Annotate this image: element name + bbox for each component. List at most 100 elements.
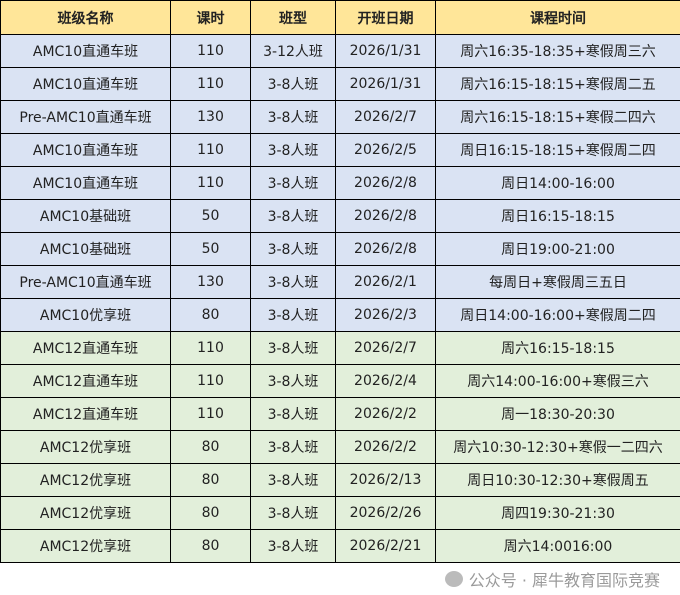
header-class-name: 班级名称 (1, 1, 171, 35)
cell-class-type: 3-12人班 (251, 35, 336, 68)
cell-class-type: 3-8人班 (251, 233, 336, 266)
wechat-icon (445, 571, 463, 587)
header-schedule: 课程时间 (436, 1, 680, 35)
cell-class-name: AMC12直通车班 (1, 398, 171, 431)
cell-class-name: AMC10优享班 (1, 299, 171, 332)
cell-class-type: 3-8人班 (251, 134, 336, 167)
cell-hours: 110 (171, 35, 251, 68)
watermark: 公众号 · 犀牛教育国际竞赛 (0, 563, 680, 595)
cell-schedule: 周四19:30-21:30 (436, 497, 680, 530)
cell-schedule: 周日19:00-21:00 (436, 233, 680, 266)
cell-class-type: 3-8人班 (251, 530, 336, 563)
cell-class-type: 3-8人班 (251, 299, 336, 332)
cell-start-date: 2026/2/3 (336, 299, 436, 332)
cell-hours: 80 (171, 431, 251, 464)
cell-class-type: 3-8人班 (251, 332, 336, 365)
cell-start-date: 2026/2/26 (336, 497, 436, 530)
cell-start-date: 2026/1/31 (336, 68, 436, 101)
cell-hours: 50 (171, 233, 251, 266)
cell-start-date: 2026/2/2 (336, 398, 436, 431)
cell-start-date: 2026/2/13 (336, 464, 436, 497)
cell-schedule: 周日16:15-18:15+寒假周二四 (436, 134, 680, 167)
cell-schedule: 周六14:0016:00 (436, 530, 680, 563)
cell-class-type: 3-8人班 (251, 464, 336, 497)
cell-schedule: 周日14:00-16:00 (436, 167, 680, 200)
cell-hours: 130 (171, 266, 251, 299)
cell-class-type: 3-8人班 (251, 398, 336, 431)
cell-schedule: 周六14:00-16:00+寒假三六 (436, 365, 680, 398)
cell-hours: 110 (171, 167, 251, 200)
cell-class-type: 3-8人班 (251, 101, 336, 134)
cell-hours: 80 (171, 497, 251, 530)
cell-class-name: AMC10基础班 (1, 200, 171, 233)
cell-schedule: 周日10:30-12:30+寒假周五 (436, 464, 680, 497)
cell-class-type: 3-8人班 (251, 200, 336, 233)
cell-schedule: 周六10:30-12:30+寒假一二四六 (436, 431, 680, 464)
cell-start-date: 2026/2/2 (336, 431, 436, 464)
cell-class-name: AMC10直通车班 (1, 35, 171, 68)
cell-hours: 110 (171, 398, 251, 431)
cell-hours: 110 (171, 68, 251, 101)
cell-hours: 110 (171, 134, 251, 167)
cell-class-name: AMC10基础班 (1, 233, 171, 266)
cell-start-date: 2026/2/8 (336, 233, 436, 266)
header-row: 班级名称课时班型开班日期课程时间 (1, 1, 680, 35)
cell-start-date: 2026/2/8 (336, 200, 436, 233)
cell-schedule: 每周日+寒假周三五日 (436, 266, 680, 299)
cell-hours: 80 (171, 464, 251, 497)
cell-hours: 80 (171, 299, 251, 332)
cell-class-type: 3-8人班 (251, 431, 336, 464)
cell-start-date: 2026/2/7 (336, 101, 436, 134)
cell-hours: 110 (171, 332, 251, 365)
cell-hours: 50 (171, 200, 251, 233)
cell-class-type: 3-8人班 (251, 365, 336, 398)
cell-class-name: AMC12优享班 (1, 464, 171, 497)
cell-hours: 80 (171, 530, 251, 563)
cell-start-date: 2026/2/5 (336, 134, 436, 167)
cell-schedule: 周日16:15-18:15 (436, 200, 680, 233)
cell-class-name: AMC10直通车班 (1, 68, 171, 101)
cell-schedule: 周六16:35-18:35+寒假周三六 (436, 35, 680, 68)
header-start-date: 开班日期 (336, 1, 436, 35)
cell-class-type: 3-8人班 (251, 167, 336, 200)
cell-hours: 130 (171, 101, 251, 134)
cell-start-date: 2026/2/7 (336, 332, 436, 365)
cell-class-name: Pre-AMC10直通车班 (1, 101, 171, 134)
header-class-type: 班型 (251, 1, 336, 35)
cell-class-name: AMC12优享班 (1, 497, 171, 530)
cell-start-date: 2026/2/8 (336, 167, 436, 200)
cell-start-date: 2026/2/4 (336, 365, 436, 398)
cell-schedule: 周一18:30-20:30 (436, 398, 680, 431)
cell-hours: 110 (171, 365, 251, 398)
cell-class-name: AMC12直通车班 (1, 332, 171, 365)
cell-class-name: AMC10直通车班 (1, 167, 171, 200)
header-hours: 课时 (171, 1, 251, 35)
cell-start-date: 2026/2/21 (336, 530, 436, 563)
cell-schedule: 周六16:15-18:15+寒假周二五 (436, 68, 680, 101)
cell-schedule: 周六16:15-18:15+寒假二四六 (436, 101, 680, 134)
cell-class-name: AMC12优享班 (1, 530, 171, 563)
cell-schedule: 周六16:15-18:15 (436, 332, 680, 365)
cell-schedule: 周日14:00-16:00+寒假周二四 (436, 299, 680, 332)
cell-start-date: 2026/1/31 (336, 35, 436, 68)
cell-class-name: AMC12直通车班 (1, 365, 171, 398)
cell-class-type: 3-8人班 (251, 266, 336, 299)
cell-class-name: Pre-AMC10直通车班 (1, 266, 171, 299)
cell-class-type: 3-8人班 (251, 68, 336, 101)
cell-class-type: 3-8人班 (251, 497, 336, 530)
